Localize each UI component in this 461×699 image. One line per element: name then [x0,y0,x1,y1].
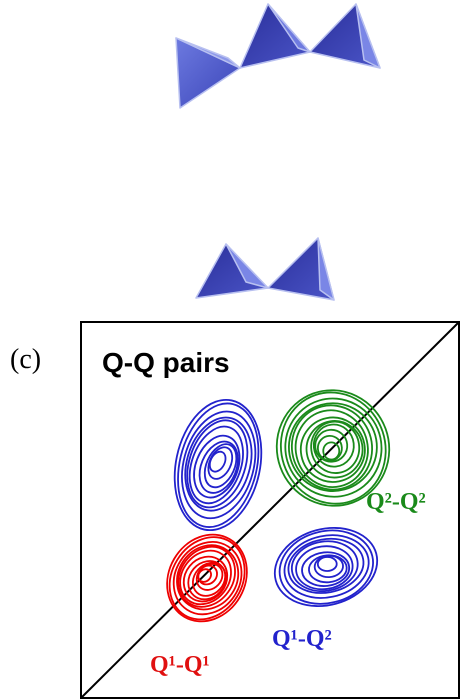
contour-line [290,540,359,593]
tetrahedra-top [175,3,381,109]
tetrahedra-bottom [195,237,335,301]
contour-line [290,404,374,491]
contour-line [203,443,238,489]
contour-line [312,423,355,468]
contour-line [188,425,244,505]
contour-line [172,541,243,616]
peak-label: Q²-Q² [366,489,426,515]
contour-line [316,434,343,462]
contour-line [184,416,253,512]
diagonal [80,321,460,699]
contour-line [173,398,263,532]
peak-label: Q¹-Q² [272,626,332,652]
contour-line [197,568,212,583]
contour-line [177,545,236,608]
contour-line [314,428,349,463]
contour-line [181,410,257,520]
contour-line [279,391,387,505]
contour-line [275,389,391,507]
panel-title: Q-Q pairs [102,347,230,378]
contour-line [287,402,378,492]
contour-line [191,561,227,597]
contour-line [301,551,351,587]
plot-frame [80,321,460,699]
contour-line [198,440,239,494]
contour-line [168,536,246,621]
panel-label: (c) [10,344,41,375]
contour-line [322,441,341,461]
contour-line [313,554,344,579]
contour-line [278,529,374,605]
contour-line [273,527,379,607]
contour-line [287,537,365,594]
contour-line [166,533,248,623]
contour-line [310,420,361,474]
contour-line [294,409,369,488]
contour-line [179,549,232,606]
contour-line [208,450,227,473]
peak-label: Q¹-Q¹ [150,652,210,678]
contours [166,389,391,623]
contour-line [177,402,260,528]
contour-line [299,416,366,483]
contour-line [176,544,240,611]
contour-line [284,397,383,498]
contour-line [186,419,249,509]
contour-line [182,555,229,603]
contour-line [295,545,354,591]
contour-line [283,534,370,599]
contour-line [316,556,338,572]
contour-line [193,434,241,499]
